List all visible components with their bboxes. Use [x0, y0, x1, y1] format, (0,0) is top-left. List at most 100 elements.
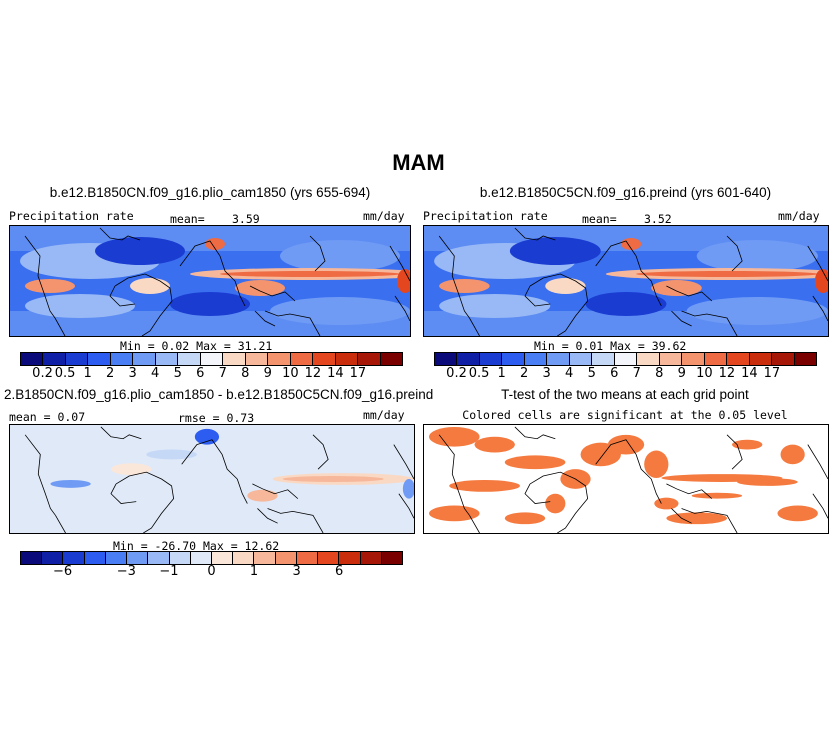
colorbar-tick-label: 0.5 [54, 366, 76, 381]
colorbar-tick-label: 14 [741, 366, 758, 381]
colorbar-swatch [313, 353, 336, 365]
colorbar-swatch [254, 552, 276, 564]
colorbar-swatch [211, 552, 234, 564]
colorbar-tick-label: −1 [159, 564, 179, 579]
panel4-subtitle: Colored cells are significant at the 0.0… [462, 408, 788, 422]
colorbar-tick-label: 2 [519, 366, 529, 381]
colorbar-swatch [318, 552, 340, 564]
colorbar-swatch [360, 552, 382, 564]
panel2-precip-map [423, 225, 829, 337]
panel4-title: T-test of the two means at each grid poi… [501, 387, 749, 402]
colorbar-swatch [524, 353, 548, 365]
colorbar-swatch [245, 353, 269, 365]
colorbar-swatch [133, 353, 156, 365]
panel3-title: 2.B1850CN.f09_g16.plio_cam1850 - b.e12.B… [4, 387, 434, 402]
colorbar-tick-label: 2 [105, 366, 115, 381]
colorbar-swatch [63, 552, 85, 564]
colorbar-tick-label: 9 [677, 366, 686, 381]
panel3-units: mm/day [363, 408, 405, 422]
colorbar-tick-label: 4 [151, 366, 160, 381]
colorbar-swatch [457, 353, 480, 365]
colorbar-swatch [223, 353, 246, 365]
colorbar-swatch [614, 353, 638, 365]
colorbar-tick-label: 10 [696, 366, 713, 381]
colorbar-swatch [21, 353, 44, 365]
colorbar-tick-label: 1 [83, 366, 92, 381]
colorbar-swatch [772, 353, 795, 365]
panel2-colorbar [434, 352, 817, 366]
colorbar-swatch [380, 353, 402, 365]
colorbar-swatch [592, 353, 615, 365]
panel2-units: mm/day [778, 209, 820, 223]
colorbar-swatch [727, 353, 750, 365]
colorbar-tick-label: 4 [565, 366, 574, 381]
panel1-mean-label: mean= [170, 212, 205, 226]
colorbar-tick-label: 17 [349, 366, 367, 381]
panel3-rmse: rmse = 0.73 [178, 411, 255, 425]
colorbar-swatch [88, 353, 111, 365]
panel4-ttest-map [423, 424, 829, 534]
colorbar-tick-label: 0.2 [32, 366, 53, 381]
colorbar-swatch [110, 353, 134, 365]
colorbar-swatch [42, 552, 64, 564]
colorbar-tick-label: 8 [655, 366, 664, 381]
panel3-colorbar-ticks: −6 −3 −1 0 1 3 6 [20, 564, 401, 580]
colorbar-tick-label: 3 [542, 366, 551, 381]
colorbar-swatch [381, 552, 402, 564]
colorbar-tick-label: 7 [218, 366, 227, 381]
colorbar-swatch [148, 552, 170, 564]
colorbar-swatch [233, 552, 255, 564]
colorbar-tick-label: 7 [632, 366, 641, 381]
panel3-mean: mean = 0.07 [9, 410, 86, 424]
colorbar-swatch [749, 353, 773, 365]
colorbar-swatch [358, 353, 381, 365]
colorbar-tick-label: 0.5 [468, 366, 490, 381]
colorbar-swatch [794, 353, 816, 365]
colorbar-swatch [682, 353, 705, 365]
colorbar-tick-label: 1 [249, 564, 259, 579]
colorbar-tick-label: 3 [292, 564, 301, 579]
colorbar-swatch [21, 552, 43, 564]
colorbar-tick-label: 6 [610, 366, 619, 381]
panel2-variable-label: Precipitation rate [423, 209, 548, 223]
panel3-minmax: Min = -26.70 Max = 12.62 [113, 539, 280, 553]
colorbar-swatch [435, 353, 458, 365]
panel1-title: b.e12.B1850CN.f09_g16.plio_cam1850 (yrs … [49, 185, 371, 200]
panel3-difference-map [9, 424, 415, 534]
panel1-colorbar [20, 352, 403, 366]
colorbar-swatch [296, 552, 319, 564]
colorbar-tick-label: 12 [304, 366, 322, 381]
colorbar-swatch [105, 552, 128, 564]
colorbar-tick-label: 0 [207, 564, 216, 579]
colorbar-tick-label: 5 [587, 366, 596, 381]
colorbar-tick-label: 1 [497, 366, 506, 381]
colorbar-swatch [637, 353, 660, 365]
colorbar-tick-label: 10 [282, 366, 299, 381]
colorbar-swatch [569, 353, 593, 365]
colorbar-tick-label: 6 [196, 366, 205, 381]
colorbar-swatch [65, 353, 89, 365]
colorbar-swatch [547, 353, 570, 365]
colorbar-tick-label: 9 [263, 366, 272, 381]
colorbar-tick-label: 14 [327, 366, 344, 381]
colorbar-tick-label: 5 [173, 366, 182, 381]
colorbar-swatch [704, 353, 728, 365]
colorbar-swatch [190, 552, 212, 564]
panel1-mean-value: 3.59 [232, 212, 260, 226]
panel2-minmax: Min = 0.01 Max = 39.62 [534, 339, 687, 353]
colorbar-tick-label: 6 [335, 564, 344, 579]
panel2-title: b.e12.B1850C5CN.f09_g16.preind (yrs 601-… [479, 185, 772, 200]
panel1-variable-label: Precipitation rate [9, 209, 134, 223]
colorbar-swatch [84, 552, 106, 564]
colorbar-tick-label: 17 [763, 366, 781, 381]
colorbar-swatch [155, 353, 179, 365]
panel3-colorbar [20, 551, 403, 565]
colorbar-tick-label: 8 [241, 366, 250, 381]
colorbar-tick-label: 3 [128, 366, 137, 381]
colorbar-swatch [290, 353, 314, 365]
colorbar-swatch [275, 552, 297, 564]
panel1-units: mm/day [363, 209, 405, 223]
colorbar-tick-label: −3 [116, 564, 136, 579]
colorbar-tick-label: 0.2 [446, 366, 467, 381]
colorbar-swatch [200, 353, 224, 365]
